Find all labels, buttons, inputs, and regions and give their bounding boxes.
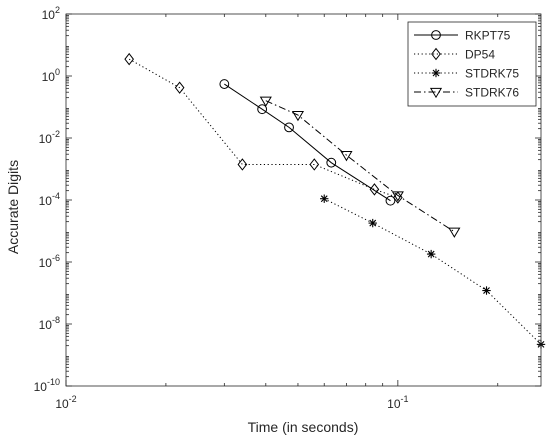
data-point-marker [385,195,396,206]
data-point-marker [259,96,272,107]
data-point-marker [369,183,380,196]
legend-marker [431,30,441,40]
y-tick-label: 10-4 [39,191,60,208]
data-point-marker [219,79,230,89]
y-axis-label: Accurate Digits [5,160,21,254]
y-tick-label: 10-6 [39,253,60,270]
y-tick-label: 10-10 [34,377,60,394]
legend-label: STDRK75 [465,67,519,81]
data-point-marker [284,122,294,133]
data-point-marker [174,81,185,94]
legend-label: STDRK76 [465,86,519,100]
data-point-marker [368,218,377,228]
series-stdrk75 [320,194,546,349]
data-point-marker [448,227,461,238]
series-line [224,83,391,202]
x-tick-label: 10-1 [387,394,408,411]
legend-marker [431,47,441,61]
data-point-marker [340,151,353,162]
legend-item-stdrk76: STDRK76 [414,86,519,100]
data-point-marker [482,286,491,295]
data-point-marker [309,158,320,171]
x-tick-label: 10-2 [55,394,76,411]
legend-marker [429,87,443,99]
data-point-marker [426,249,436,259]
legend-label: RKPT75 [465,29,511,43]
series-line [265,100,455,233]
y-tick-label: 100 [42,67,60,84]
legend-item-rkpt75: RKPT75 [414,29,511,43]
data-point-marker [320,194,329,203]
legend: RKPT75 DP54 STDRK75 STDRK76 [407,21,537,107]
data-point-marker [124,52,134,66]
data-point-marker [257,104,268,115]
y-tick-label: 102 [42,5,60,22]
data-point-marker [237,158,248,171]
x-axis-label: Time (in seconds) [248,419,359,435]
y-tick-label: 10-2 [39,129,60,146]
data-point-marker [326,157,337,168]
data-point-marker [291,110,305,122]
legend-marker [431,68,441,78]
legend-item-dp54: DP54 [414,48,495,62]
y-tick-label: 10-8 [39,315,60,332]
legend-item-stdrk75: STDRK75 [414,67,519,81]
data-point-marker [391,191,404,202]
series-stdrk76 [259,96,461,238]
legend-label: DP54 [465,48,495,62]
series-rkpt75 [219,79,396,206]
